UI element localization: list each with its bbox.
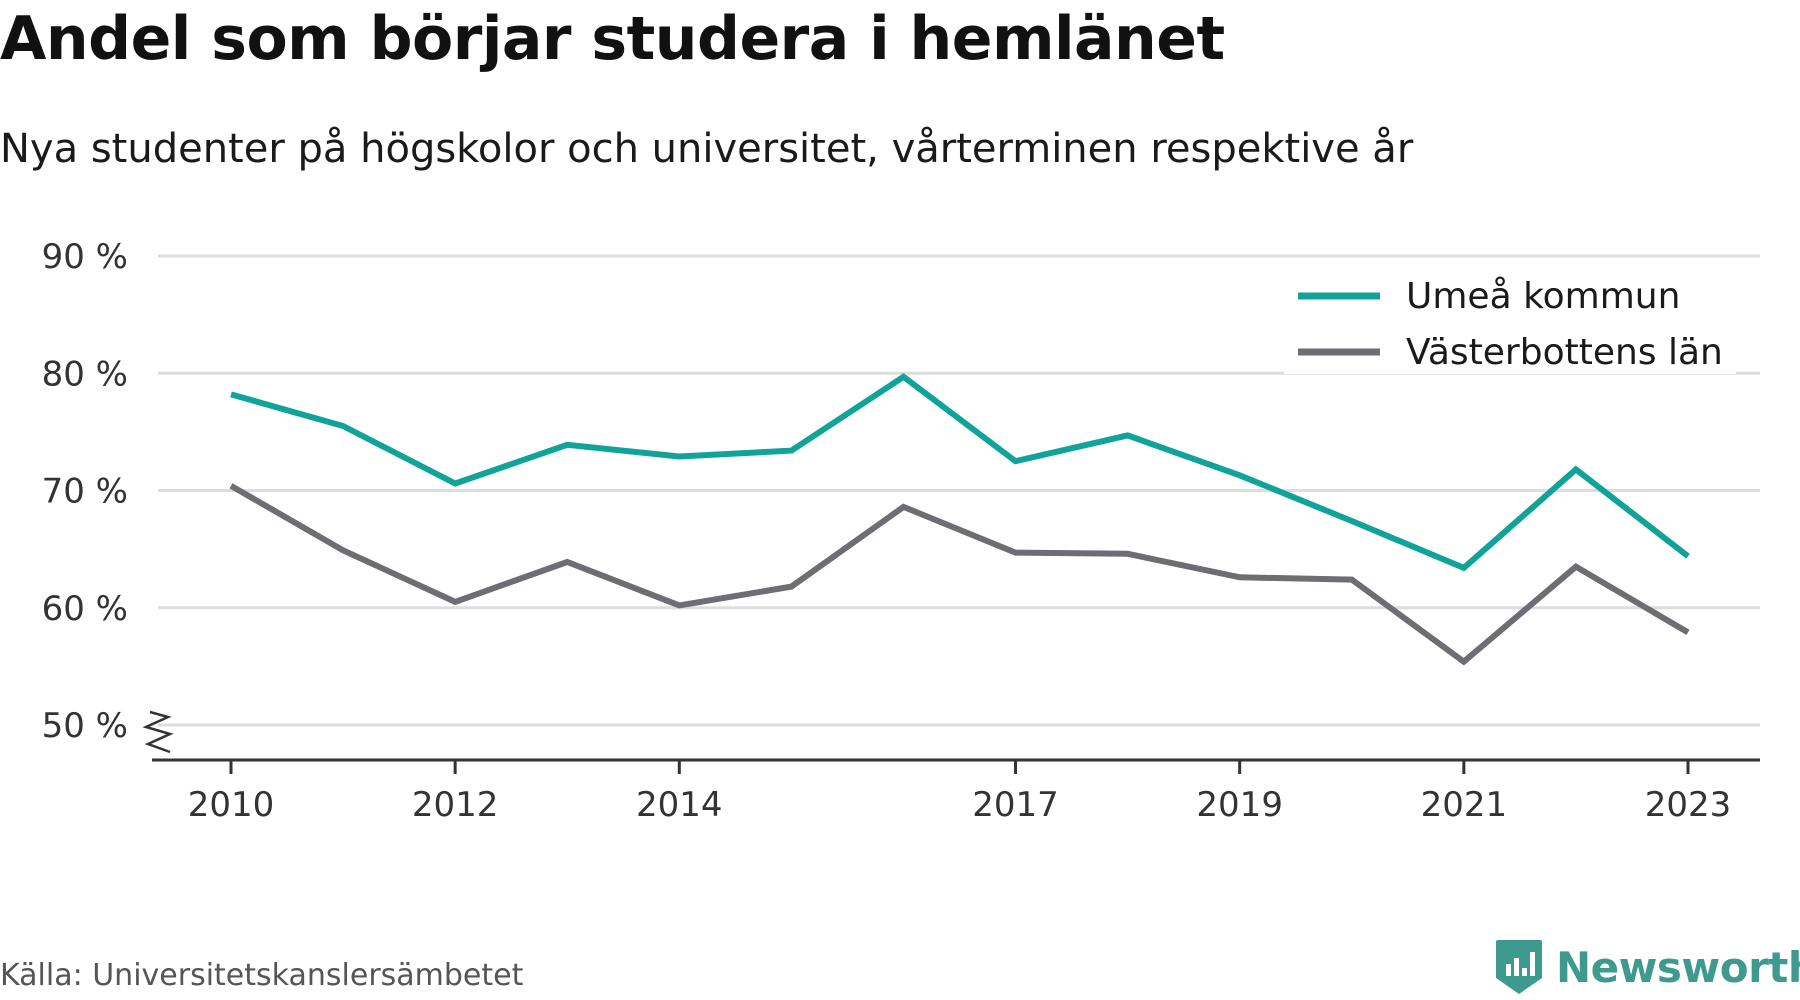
bar-chart-badge-icon xyxy=(1496,940,1542,994)
y-axis-ticks: 50 % 60 % 70 % 80 % 90 % xyxy=(42,237,174,754)
legend: Umeå kommun Västerbottens län xyxy=(1284,260,1736,374)
series-lines xyxy=(229,373,1690,666)
y-tick-label: 50 % xyxy=(42,706,128,746)
chart-title: Andel som börjar studera i hemlänet xyxy=(0,4,1225,74)
y-tick-label: 70 % xyxy=(42,472,128,512)
y-tick-label: 90 % xyxy=(42,237,128,277)
brand-logo: Newsworthy xyxy=(1494,938,1800,996)
chart-subtitle: Nya studenter på högskolor och universit… xyxy=(0,126,1414,172)
y-tick-label: 80 % xyxy=(42,354,128,394)
series-line-umea-kommun xyxy=(230,373,1690,572)
x-axis: 2010 2012 2014 2017 2019 2021 2023 xyxy=(152,758,1760,825)
x-tick-label: 2010 xyxy=(188,785,275,825)
source-note: Källa: Universitetskanslersämbetet xyxy=(0,958,524,993)
x-tick-label: 2019 xyxy=(1196,785,1283,825)
x-tick-label: 2023 xyxy=(1645,785,1732,825)
x-tick-label: 2014 xyxy=(636,785,723,825)
axis-break-icon xyxy=(142,710,174,754)
y-tick-label: 60 % xyxy=(42,589,128,629)
legend-label: Umeå kommun xyxy=(1406,276,1680,317)
x-tick-label: 2017 xyxy=(972,785,1059,825)
x-tick-label: 2021 xyxy=(1421,785,1508,825)
line-chart: 50 %60 %70 %80 %90 % 2010 2012 2014 2017 201… xyxy=(42,237,1760,825)
legend-label: Västerbottens län xyxy=(1406,332,1723,373)
series-line-vasterbottens-lan xyxy=(229,483,1690,666)
x-tick-label: 2012 xyxy=(412,785,499,825)
brand-name: Newsworthy xyxy=(1556,942,1800,992)
